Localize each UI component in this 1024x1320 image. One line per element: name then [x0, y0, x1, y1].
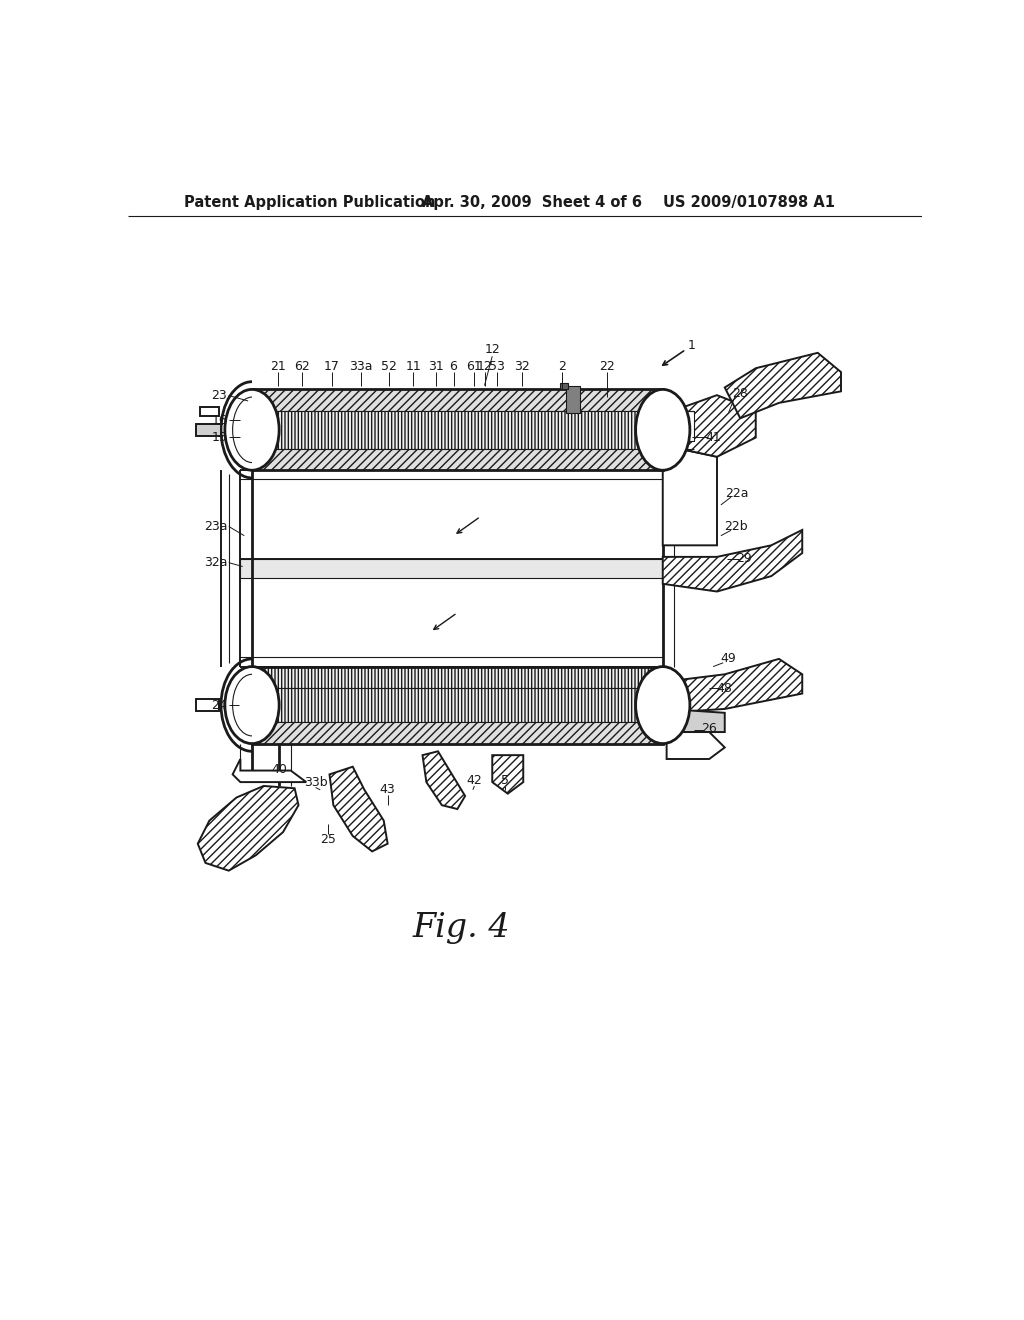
Bar: [252, 411, 663, 449]
Polygon shape: [493, 755, 523, 793]
Bar: [252, 389, 663, 411]
Bar: [560, 383, 568, 389]
Bar: [252, 688, 663, 722]
Text: 24: 24: [211, 698, 227, 711]
Ellipse shape: [636, 667, 690, 743]
Text: 22a: 22a: [725, 487, 749, 500]
Text: 5: 5: [502, 774, 509, 787]
Text: 43: 43: [380, 783, 395, 796]
Polygon shape: [725, 352, 841, 418]
Polygon shape: [663, 395, 756, 457]
Text: 2: 2: [558, 360, 566, 372]
Text: 33b: 33b: [304, 776, 328, 788]
Text: 32a: 32a: [204, 556, 227, 569]
Bar: [197, 424, 221, 436]
Text: 12: 12: [476, 360, 493, 372]
Text: 49: 49: [721, 652, 736, 665]
Polygon shape: [663, 445, 717, 545]
Text: 21: 21: [269, 360, 286, 372]
Text: 52: 52: [381, 360, 397, 372]
Text: 22b: 22b: [725, 520, 749, 533]
Bar: [252, 389, 663, 470]
Text: 11: 11: [406, 360, 421, 372]
Ellipse shape: [636, 389, 690, 470]
Bar: [252, 449, 663, 470]
Polygon shape: [232, 759, 306, 781]
Polygon shape: [423, 751, 465, 809]
Ellipse shape: [225, 389, 280, 470]
Text: 32: 32: [514, 360, 529, 372]
Polygon shape: [663, 659, 802, 713]
Text: Fig. 4: Fig. 4: [413, 912, 510, 944]
Polygon shape: [663, 529, 802, 591]
Bar: [200, 407, 219, 416]
Bar: [197, 700, 219, 711]
Text: 62: 62: [295, 360, 310, 372]
Text: 25: 25: [321, 833, 336, 846]
Text: 1: 1: [687, 339, 695, 352]
Polygon shape: [198, 785, 299, 871]
Text: 42: 42: [467, 774, 482, 787]
Text: 53: 53: [489, 360, 505, 372]
Bar: [667, 411, 693, 441]
Polygon shape: [667, 733, 725, 759]
Bar: [566, 385, 580, 413]
Text: 61: 61: [466, 360, 481, 372]
Bar: [241, 560, 663, 578]
Text: 29: 29: [736, 552, 752, 565]
Text: 28: 28: [732, 387, 749, 400]
Text: 40: 40: [271, 763, 287, 776]
Text: 48: 48: [717, 681, 733, 694]
Bar: [252, 722, 663, 743]
Text: 23: 23: [211, 389, 227, 403]
Bar: [252, 667, 663, 743]
Text: 12: 12: [484, 343, 500, 356]
Text: 31: 31: [429, 360, 444, 372]
Text: Patent Application Publication: Patent Application Publication: [183, 195, 435, 210]
Text: 33a: 33a: [349, 360, 373, 372]
Text: 26: 26: [701, 722, 717, 735]
Text: 41: 41: [706, 430, 721, 444]
Text: 17: 17: [324, 360, 340, 372]
Text: 22: 22: [599, 360, 614, 372]
Bar: [252, 667, 663, 688]
Text: 15: 15: [211, 430, 227, 444]
Ellipse shape: [225, 667, 280, 743]
Polygon shape: [330, 767, 388, 851]
Text: 23a: 23a: [204, 520, 227, 533]
Bar: [241, 470, 663, 560]
Bar: [241, 578, 663, 667]
Text: 6: 6: [450, 360, 458, 372]
Polygon shape: [667, 709, 725, 733]
Text: Apr. 30, 2009  Sheet 4 of 6: Apr. 30, 2009 Sheet 4 of 6: [423, 195, 642, 210]
Text: US 2009/0107898 A1: US 2009/0107898 A1: [663, 195, 835, 210]
Text: 16: 16: [211, 413, 227, 426]
